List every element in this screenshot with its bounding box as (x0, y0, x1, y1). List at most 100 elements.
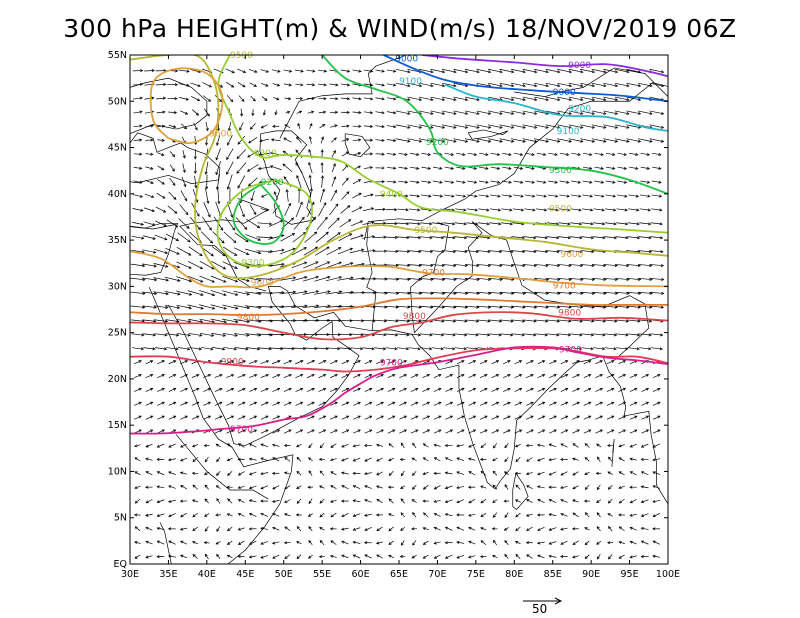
lon-tick-label: 70E (428, 569, 446, 580)
wind-arrow (295, 401, 304, 406)
wind-arrow (535, 208, 548, 212)
wind-arrow (515, 457, 521, 463)
wind-arrow (604, 333, 618, 337)
wind-arrow (260, 541, 269, 545)
wind-arrow (526, 429, 534, 434)
wind-arrow (596, 526, 601, 532)
coastline (130, 132, 221, 184)
wind-arrow (233, 304, 251, 310)
wind-arrow (318, 415, 327, 420)
wind-arrow (165, 233, 180, 241)
wind-arrow (283, 360, 293, 365)
wind-arrow (649, 277, 665, 281)
wind-arrow (652, 485, 661, 489)
wind-arrow (216, 498, 221, 504)
wind-arrow (215, 148, 221, 161)
wind-arrow (411, 484, 417, 490)
wind-arrow (480, 443, 487, 449)
wind-arrow (303, 246, 319, 256)
wind-arrow (537, 526, 545, 531)
wind-arrow (395, 110, 411, 115)
wind-arrow (444, 541, 453, 545)
wind-arrow (248, 177, 258, 187)
wind-arrow (386, 97, 397, 101)
wind-arrow (237, 485, 245, 489)
wind-arrow (421, 180, 432, 184)
wind-arrow (340, 205, 351, 214)
wind-arrow (399, 457, 406, 461)
wind-arrow (545, 68, 561, 74)
wind-arrow (618, 429, 627, 434)
wind-arrow (145, 443, 153, 448)
wind-arrow (502, 401, 511, 406)
wind-arrow (349, 248, 365, 254)
wind-arrow (479, 457, 487, 461)
wind-arrow (640, 513, 649, 517)
wind-arrow (640, 457, 649, 461)
wind-arrow (388, 526, 394, 532)
wind-arrow (315, 231, 329, 243)
wind-arrow (444, 526, 453, 531)
wind-arrow (274, 110, 278, 116)
wind-arrow (302, 275, 319, 282)
wind-arrow (169, 164, 175, 172)
wind-arrow (499, 96, 515, 102)
wind-arrow (327, 217, 340, 230)
wind-arrow (237, 527, 245, 531)
wind-arrow (559, 152, 570, 156)
wind-arrow (376, 374, 384, 379)
wind-arrow (591, 96, 607, 102)
wind-arrow (549, 374, 557, 379)
lon-tick-label: 100E (656, 569, 680, 580)
wind-arrow (626, 110, 642, 115)
wind-arrow (248, 137, 258, 144)
wind-arrow (179, 97, 190, 101)
wind-arrow (652, 401, 661, 406)
coastline (175, 434, 269, 500)
wind-arrow (627, 222, 640, 226)
wind-arrow (268, 333, 285, 337)
wind-arrow (308, 457, 313, 462)
wind-arrow (419, 236, 433, 240)
wind-arrow (510, 96, 526, 102)
wind-arrow (200, 347, 214, 351)
wind-arrow (536, 194, 547, 198)
wind-arrow (294, 69, 304, 73)
wind-arrow (468, 513, 476, 517)
wind-arrow (180, 457, 188, 462)
wind-arrow (582, 152, 593, 156)
wind-arrow (399, 401, 407, 406)
wind-arrow (181, 176, 187, 188)
wind-arrow (572, 540, 579, 546)
wind-arrow (412, 442, 417, 449)
wind-arrow (581, 236, 595, 240)
wind-arrow (193, 122, 198, 131)
wind-arrow (145, 485, 153, 489)
wind-arrow (352, 540, 361, 544)
wind-arrow (583, 499, 590, 503)
wind-arrow (237, 429, 246, 434)
wind-arrow (534, 96, 549, 102)
wind-arrow (422, 527, 429, 531)
wind-arrow (596, 443, 602, 448)
wind-arrow (569, 333, 583, 337)
wind-arrow (188, 261, 204, 270)
wind-arrow (156, 499, 165, 504)
wind-arrow (226, 174, 233, 190)
wind-arrow (526, 526, 533, 532)
wind-arrow (308, 526, 313, 532)
wind-arrow (237, 374, 246, 378)
wind-arrow (329, 527, 337, 531)
wind-arrow (154, 234, 168, 241)
wind-arrow (292, 347, 307, 351)
wind-arrow (187, 275, 204, 283)
wind-arrow (318, 360, 327, 365)
wind-arrow (350, 220, 364, 227)
wind-arrow (248, 512, 257, 517)
wind-arrow (526, 401, 534, 406)
wind-arrow (330, 401, 338, 406)
wind-arrow (454, 222, 467, 226)
lon-tick-label: 95E (621, 569, 639, 580)
wind-vector-field (130, 68, 665, 560)
wind-arrow (296, 485, 302, 489)
